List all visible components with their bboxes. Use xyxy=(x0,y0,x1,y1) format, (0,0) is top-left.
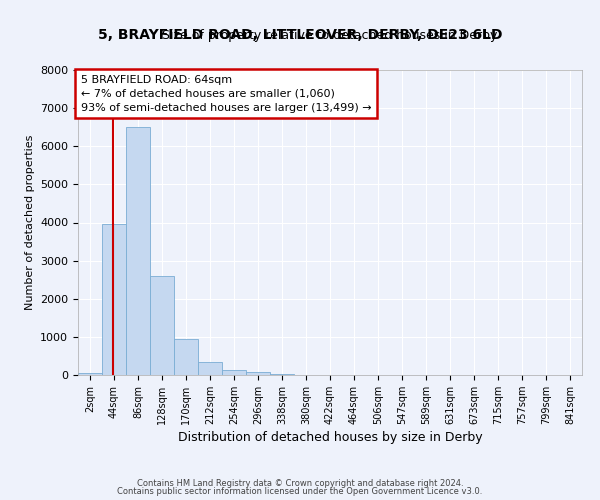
Bar xyxy=(102,224,126,375)
Bar xyxy=(174,339,198,375)
Bar xyxy=(150,276,174,375)
Text: Contains HM Land Registry data © Crown copyright and database right 2024.: Contains HM Land Registry data © Crown c… xyxy=(137,478,463,488)
Text: Contains public sector information licensed under the Open Government Licence v3: Contains public sector information licen… xyxy=(118,487,482,496)
Bar xyxy=(270,374,294,375)
X-axis label: Distribution of detached houses by size in Derby: Distribution of detached houses by size … xyxy=(178,431,482,444)
Text: 5, BRAYFIELD ROAD, LITTLEOVER, DERBY, DE23 6LD: 5, BRAYFIELD ROAD, LITTLEOVER, DERBY, DE… xyxy=(98,28,502,42)
Title: Size of property relative to detached houses in Derby: Size of property relative to detached ho… xyxy=(163,30,497,43)
Bar xyxy=(222,370,246,375)
Bar xyxy=(198,362,222,375)
Bar xyxy=(246,372,270,375)
Bar xyxy=(78,373,102,375)
Bar xyxy=(126,127,150,375)
Text: 5 BRAYFIELD ROAD: 64sqm
← 7% of detached houses are smaller (1,060)
93% of semi-: 5 BRAYFIELD ROAD: 64sqm ← 7% of detached… xyxy=(80,74,371,112)
Y-axis label: Number of detached properties: Number of detached properties xyxy=(25,135,35,310)
